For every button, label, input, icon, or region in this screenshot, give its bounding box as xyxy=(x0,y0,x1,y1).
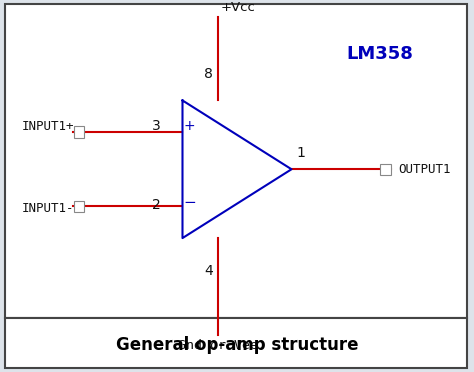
Text: −: − xyxy=(183,195,196,210)
Text: INPUT1-: INPUT1- xyxy=(21,202,74,215)
Text: OUTPUT1: OUTPUT1 xyxy=(398,163,451,176)
Text: INPUT1+: INPUT1+ xyxy=(21,120,74,133)
Text: General op-amp structure: General op-amp structure xyxy=(116,336,358,354)
Text: 8: 8 xyxy=(204,67,213,81)
Text: LM358: LM358 xyxy=(346,45,413,63)
Text: 4: 4 xyxy=(205,264,213,278)
Text: 3: 3 xyxy=(153,119,161,134)
Text: Gnd or Vee: Gnd or Vee xyxy=(178,339,258,352)
Text: +: + xyxy=(184,119,195,134)
Bar xyxy=(74,201,84,212)
Text: 2: 2 xyxy=(153,198,161,212)
Text: +Vcc: +Vcc xyxy=(220,1,255,14)
Bar xyxy=(74,126,84,138)
Bar xyxy=(5,4,467,318)
Bar xyxy=(380,164,391,175)
Bar xyxy=(5,318,467,368)
Text: 1: 1 xyxy=(296,145,305,160)
